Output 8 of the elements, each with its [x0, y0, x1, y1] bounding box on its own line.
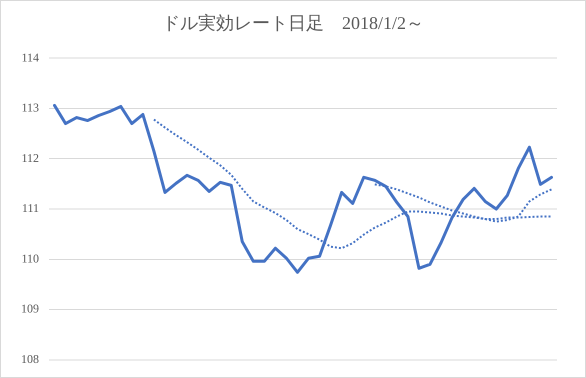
chart-title: ドル実効レート日足 2018/1/2～	[160, 12, 425, 35]
y-tick-label: 113	[21, 100, 39, 115]
y-tick-label: 108	[21, 352, 39, 366]
y-tick-label: 111	[22, 201, 39, 216]
y-tick-label: 114	[21, 50, 39, 64]
y-tick-label: 112	[21, 150, 39, 165]
y-tick-label: 110	[21, 251, 39, 266]
y-tick-label: 109	[21, 302, 39, 316]
